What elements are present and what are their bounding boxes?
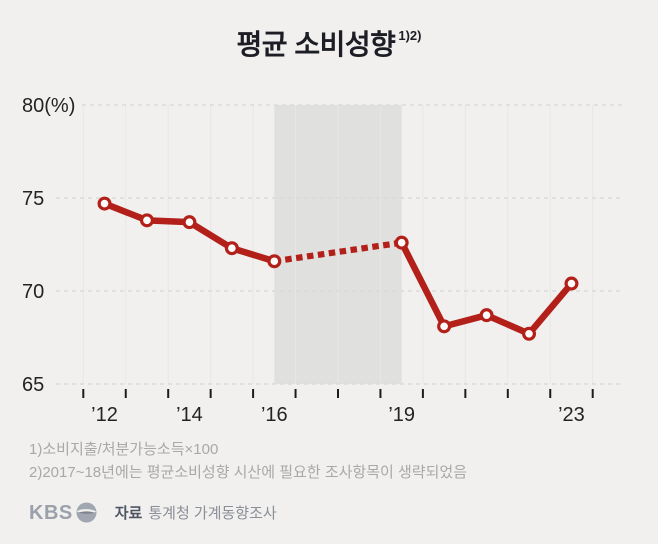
chart-title-footnote-refs: 1)2) xyxy=(398,28,422,43)
x-axis-label: ’19 xyxy=(388,404,415,426)
footnote-1: 1)소비지출/처분가능소득×100 xyxy=(29,441,219,458)
data-point-2012 xyxy=(97,196,112,211)
data-point-2021 xyxy=(479,308,494,323)
source-text: 통계청 가계동향조사 xyxy=(148,505,277,522)
consumption-trend-line-chart: 65 70 75 80(%) ’12 ’14 ’16 ’19 ’23 xyxy=(22,95,623,426)
x-axis-label: ’12 xyxy=(91,404,118,426)
data-point-2019 xyxy=(394,235,409,250)
data-point-2015 xyxy=(224,241,239,256)
kbs-logo: KBS xyxy=(29,502,97,523)
y-axis-label: 70 xyxy=(22,281,44,303)
footnotes: 1)소비지출/처분가능소득×100 2)2017~18년에는 평균소비성향 시산… xyxy=(29,438,467,484)
x-axis-label: ’16 xyxy=(261,404,288,426)
footer: KBS 자료 통계청 가계동향조사 xyxy=(29,502,629,523)
y-axis-label: 75 xyxy=(22,188,44,210)
source-label: 자료 xyxy=(114,505,143,522)
kbs-globe-icon xyxy=(76,502,97,523)
data-point-2023 xyxy=(564,276,579,291)
x-axis-label: ’23 xyxy=(558,404,585,426)
kbs-logo-text: KBS xyxy=(29,501,73,524)
y-axis-label: 65 xyxy=(22,374,44,396)
data-point-2016 xyxy=(267,254,282,269)
y-axis-label: 80(%) xyxy=(22,95,75,117)
source-line: 자료 통계청 가계동향조사 xyxy=(115,502,277,523)
chart-title: 평균 소비성향 xyxy=(236,29,396,60)
data-point-2020 xyxy=(437,319,452,334)
data-line-solid xyxy=(103,200,276,265)
data-point-2013 xyxy=(139,213,154,228)
data-point-2022 xyxy=(522,326,537,341)
x-axis-label: ’14 xyxy=(176,404,203,426)
footnote-2: 2)2017~18년에는 평균소비성향 시산에 필요한 조사항목이 생략되었음 xyxy=(29,464,467,481)
page-title: 평균 소비성향 1)2) xyxy=(0,28,658,61)
data-point-2014 xyxy=(182,215,197,230)
